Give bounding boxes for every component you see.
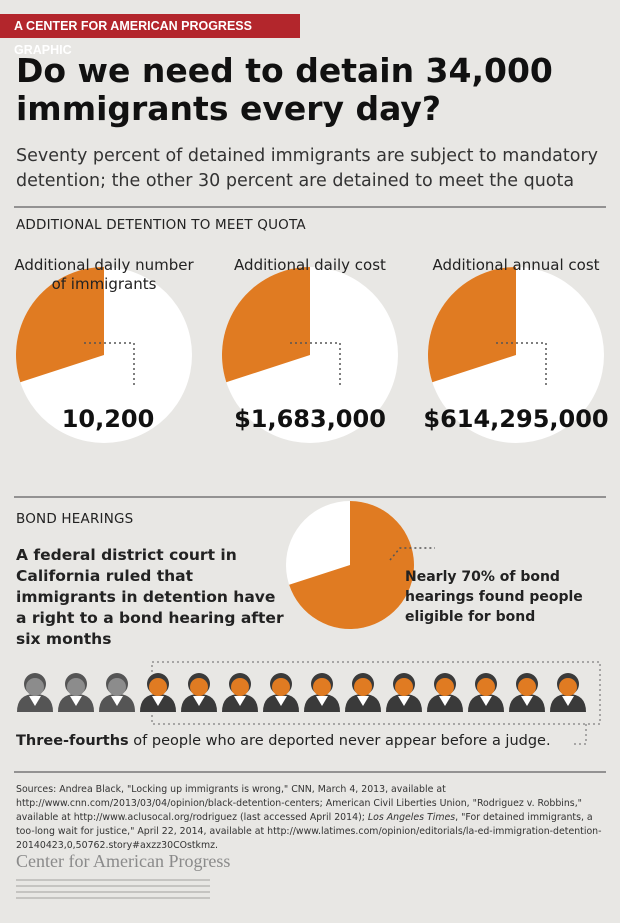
person-icon	[386, 673, 422, 712]
icon-part	[559, 678, 577, 696]
dotted-connector	[389, 547, 435, 561]
icon-part	[354, 678, 372, 696]
source-title: Los Angeles Times	[367, 812, 456, 823]
pie-value: 10,200	[61, 405, 155, 433]
icon-part	[70, 696, 82, 706]
icon-part	[272, 678, 290, 696]
icon-part	[518, 678, 536, 696]
person-icon	[345, 673, 381, 712]
icon-part	[67, 678, 85, 696]
subtitle: Seventy percent of detained immigrants a…	[16, 146, 599, 191]
tag: A CENTER FOR AMERICAN PROGRESS GRAPHIC	[0, 14, 300, 57]
source-text: Sources: Andrea Black, "Locking up immig…	[16, 784, 582, 823]
pie-label: Additional daily number of immigrants	[14, 256, 194, 293]
person-icon	[99, 673, 135, 712]
icon-part	[29, 696, 41, 706]
icon-part	[231, 678, 249, 696]
person-icon	[427, 673, 463, 712]
icon-part	[108, 678, 126, 696]
person-icon	[17, 673, 53, 712]
person-icon	[509, 673, 545, 712]
pie-slice	[222, 267, 310, 383]
pie-value: $614,295,000	[423, 405, 609, 433]
text: of people who are deported never appear …	[128, 733, 551, 749]
flag-stripes	[16, 879, 210, 899]
source-text: , "For detained immigrants, a too-long w…	[16, 812, 602, 851]
icon-part	[480, 696, 492, 706]
pie-value: $1,683,000	[234, 405, 386, 433]
icon-part	[193, 696, 205, 706]
icon-part	[436, 678, 454, 696]
bond-pie-label: Nearly 70% of bond hearings found people…	[405, 569, 583, 625]
section-heading: ADDITIONAL DETENTION TO MEET QUOTA	[16, 217, 306, 233]
section-heading: BOND HEARINGS	[16, 511, 134, 527]
person-icon	[140, 673, 176, 712]
pie-label: Additional annual cost	[432, 256, 600, 274]
icon-part	[313, 678, 331, 696]
dotted-connector	[496, 342, 547, 385]
person-icon	[181, 673, 217, 712]
pie-slice	[15, 267, 104, 383]
title: Do we need to detain 34,000 immigrants e…	[16, 51, 553, 128]
icon-part	[149, 678, 167, 696]
logo: Center for American Progress	[16, 851, 231, 871]
icon-part	[521, 696, 533, 706]
icon-part	[398, 696, 410, 706]
pie-slice	[289, 501, 415, 629]
deportation-text: Three-fourths of people who are deported…	[16, 733, 606, 749]
icon-part	[190, 678, 208, 696]
dotted-connector	[84, 342, 135, 385]
icon-part	[477, 678, 495, 696]
dotted-connector	[290, 342, 341, 385]
icon-part	[26, 678, 44, 696]
icon-part	[439, 696, 451, 706]
icon-part	[357, 696, 369, 706]
person-icon	[468, 673, 504, 712]
pie-slice	[428, 267, 516, 383]
sources: Sources: Andrea Black, "Locking up immig…	[16, 783, 606, 853]
icon-part	[316, 696, 328, 706]
person-icon	[550, 673, 586, 712]
icon-part	[111, 696, 123, 706]
person-icon	[304, 673, 340, 712]
icon-part	[395, 678, 413, 696]
person-icon	[263, 673, 299, 712]
emphasis: Three-fourths	[16, 733, 129, 749]
icon-part	[152, 696, 164, 706]
pie-label: Additional daily cost	[234, 256, 386, 274]
dotted-connector	[572, 724, 587, 745]
person-icon	[58, 673, 94, 712]
bond-text: A federal district court in California r…	[16, 546, 284, 648]
icon-part	[275, 696, 287, 706]
person-icon	[222, 673, 258, 712]
icon-part	[234, 696, 246, 706]
icon-part	[562, 696, 574, 706]
